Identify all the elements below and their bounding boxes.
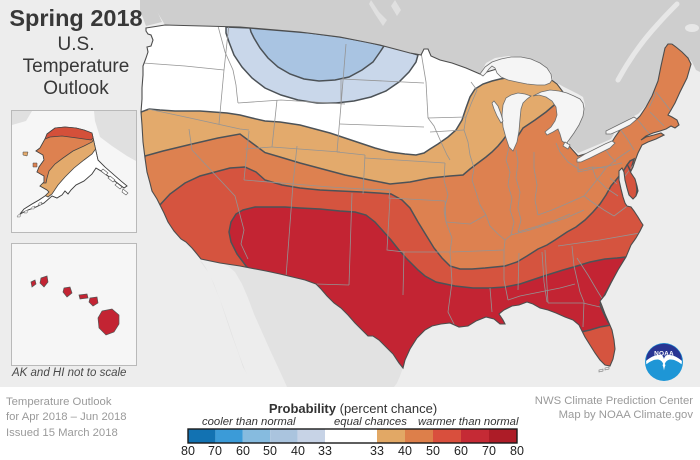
svg-text:NOAA: NOAA: [654, 351, 674, 358]
